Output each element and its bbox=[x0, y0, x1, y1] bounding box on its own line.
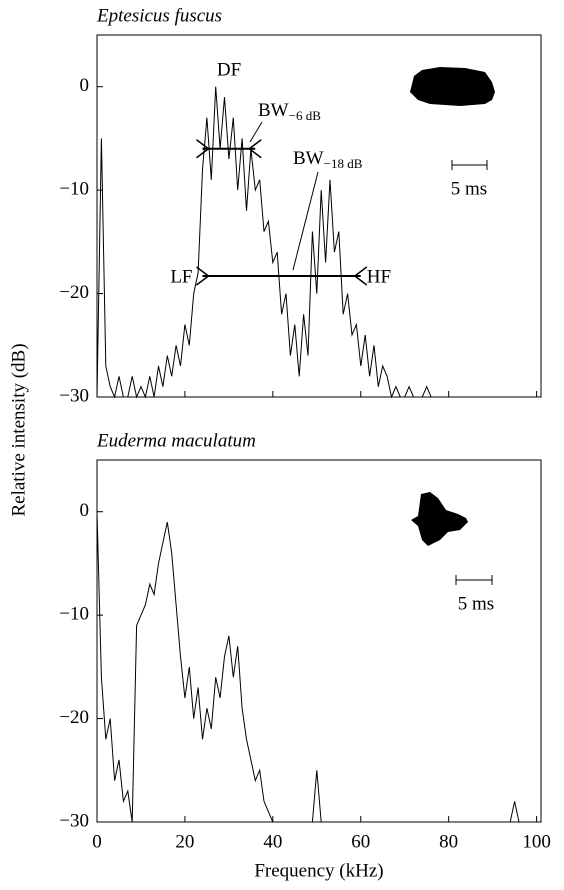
oscillogram-top bbox=[410, 67, 495, 170]
edge-label: LF bbox=[170, 266, 192, 287]
y-tick-label: −20 bbox=[59, 282, 89, 303]
spectrum-line bbox=[96, 511, 537, 823]
bandwidth-label: BW−6 dB bbox=[258, 100, 321, 123]
y-tick-label: −30 bbox=[59, 810, 89, 831]
x-tick-label: 20 bbox=[175, 831, 194, 852]
bandwidth-subscript: −6 dB bbox=[289, 108, 322, 123]
y-tick-label: −10 bbox=[59, 179, 89, 200]
leader-line bbox=[292, 171, 319, 271]
edge-label: HF bbox=[367, 266, 391, 287]
leader-line bbox=[249, 121, 263, 143]
bandwidth-label: BW−18 dB bbox=[293, 148, 363, 171]
y-tick-label: −30 bbox=[59, 385, 89, 406]
panel-title: Euderma maculatum bbox=[96, 430, 256, 451]
y-tick-label: −10 bbox=[59, 604, 89, 625]
bandwidth-end bbox=[196, 266, 210, 286]
x-tick-label: 60 bbox=[351, 831, 370, 852]
x-tick-label: 0 bbox=[92, 831, 102, 852]
bandwidth-subscript: −18 dB bbox=[324, 156, 363, 171]
x-tick-label: 40 bbox=[263, 831, 282, 852]
y-tick-label: 0 bbox=[80, 75, 90, 96]
x-tick-label: 100 bbox=[522, 831, 551, 852]
panel-title: Eptesicus fuscus bbox=[96, 5, 222, 26]
x-axis-label: Frequency (kHz) bbox=[254, 860, 383, 881]
bandwidth-name: BW bbox=[293, 148, 324, 169]
bandwidth-end bbox=[248, 139, 262, 159]
spectrum-line bbox=[96, 86, 537, 399]
bandwidth-name: BW bbox=[258, 100, 289, 121]
plot-frame bbox=[96, 34, 542, 398]
oscillogram-bottom bbox=[411, 492, 493, 585]
x-tick-label: 80 bbox=[439, 831, 458, 852]
scale-bar-label: 5 ms bbox=[451, 178, 487, 199]
peak-label: DF bbox=[217, 59, 241, 80]
scale-bar-label: 5 ms bbox=[458, 593, 494, 614]
bandwidth-end bbox=[353, 266, 368, 286]
y-axis-label: Relative intensity (dB) bbox=[8, 343, 29, 516]
y-tick-label: −20 bbox=[59, 707, 89, 728]
y-tick-label: 0 bbox=[80, 500, 90, 521]
bandwidth-end bbox=[196, 139, 210, 159]
plot-frame bbox=[96, 459, 542, 823]
